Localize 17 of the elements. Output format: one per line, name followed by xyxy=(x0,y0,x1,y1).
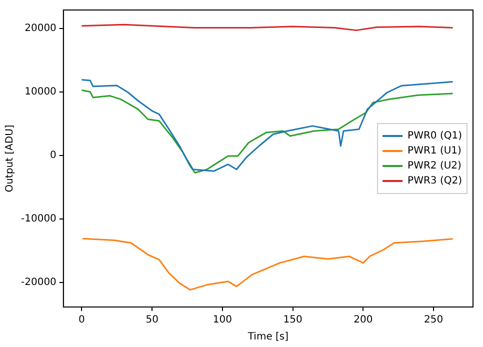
x-tick-label: 150 xyxy=(283,314,302,326)
x-tick-label: 100 xyxy=(212,314,232,326)
x-tick-label: 50 xyxy=(146,314,158,326)
x-axis-title: Time [s] xyxy=(246,332,289,343)
x-tick-label: 200 xyxy=(354,314,373,326)
y-axis-title: Output [ADU] xyxy=(4,124,16,192)
y-tick-label: 20000 xyxy=(24,23,56,34)
legend-label: PWR0 (Q1) xyxy=(408,130,462,142)
y-tick-label: 10000 xyxy=(24,86,56,98)
x-tick-label: 250 xyxy=(424,314,444,326)
y-tick-label: -10000 xyxy=(21,213,56,224)
legend-label: PWR2 (U2) xyxy=(408,160,462,172)
x-tick-label: 0 xyxy=(78,314,85,326)
y-tick-label: 0 xyxy=(50,150,56,161)
legend-label: PWR1 (U1) xyxy=(408,146,462,157)
legend-label: PWR3 (Q2) xyxy=(408,176,462,187)
y-tick-label: -20000 xyxy=(21,276,56,288)
